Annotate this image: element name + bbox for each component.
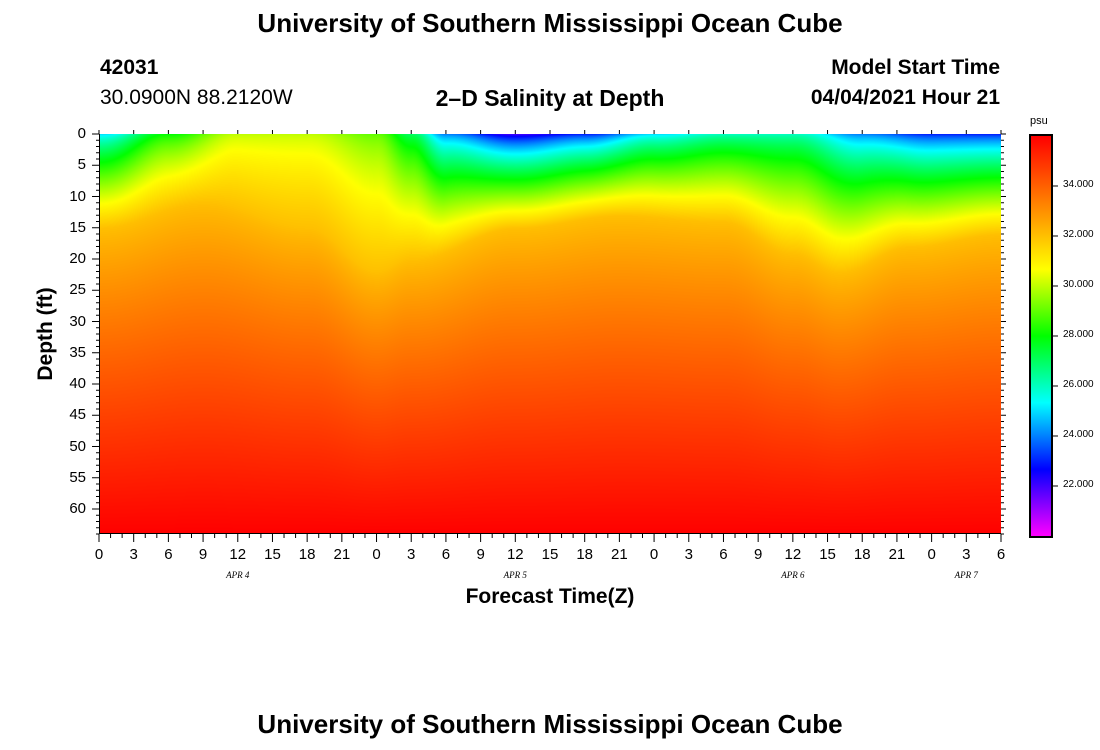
x-tick-label: 18 xyxy=(298,546,316,563)
y-tick-label: 30 xyxy=(69,312,86,330)
y-tick-label: 15 xyxy=(69,218,86,236)
y-tick-label: 0 xyxy=(77,125,86,142)
x-tick-label: 18 xyxy=(576,546,594,563)
x-tick-label: 18 xyxy=(853,546,871,563)
x-tick-label: 3 xyxy=(962,546,971,563)
day-label: APR 5 xyxy=(503,570,527,580)
x-tick-label: 0 xyxy=(372,546,381,563)
colorbar-tick-label: 22.000 xyxy=(1063,479,1094,490)
x-tick-label: 0 xyxy=(94,546,104,563)
model-start-time: 04/04/2021 Hour 21 xyxy=(810,86,1000,109)
x-axis-title: Forecast Time(Z) xyxy=(465,585,635,608)
colorbar-tick-label: 30.000 xyxy=(1063,279,1094,290)
x-tick-label: 6 xyxy=(441,546,451,563)
y-tick-label: 5 xyxy=(77,156,86,174)
y-tick-label: 40 xyxy=(69,375,86,392)
salinity-heatmap xyxy=(99,134,1001,534)
colorbar-tick-label: 32.000 xyxy=(1063,229,1094,240)
y-tick-label: 60 xyxy=(69,500,86,517)
page-title: University of Southern Mississippi Ocean… xyxy=(257,8,843,38)
colorbar-tick-label: 24.000 xyxy=(1063,429,1094,440)
model-start-label: Model Start Time xyxy=(831,56,1000,79)
x-tick-label: 9 xyxy=(753,546,763,563)
y-tick-label: 10 xyxy=(69,187,86,205)
colorbar-unit: psu xyxy=(1030,115,1048,127)
x-tick-label: 15 xyxy=(264,546,281,563)
x-tick-label: 12 xyxy=(506,546,524,563)
x-tick-label: 6 xyxy=(164,546,173,563)
day-label: APR 7 xyxy=(954,570,978,580)
plot-title: 2–D Salinity at Depth xyxy=(435,85,665,111)
x-tick-label: 3 xyxy=(129,546,138,563)
y-tick-label: 25 xyxy=(69,281,86,299)
x-tick-label: 9 xyxy=(476,546,485,563)
x-tick-label: 9 xyxy=(198,546,208,563)
x-tick-label: 0 xyxy=(927,546,936,563)
colorbar xyxy=(1029,134,1053,538)
y-tick-label: 55 xyxy=(69,468,86,486)
x-tick-label: 3 xyxy=(684,546,693,563)
y-tick-label: 45 xyxy=(69,406,86,424)
day-label: APR 6 xyxy=(781,570,805,580)
x-tick-label: 3 xyxy=(407,546,416,563)
x-tick-label: 6 xyxy=(719,546,728,563)
colorbar-tick-label: 26.000 xyxy=(1063,379,1094,390)
x-tick-label: 21 xyxy=(888,546,906,563)
x-tick-label: 0 xyxy=(649,546,659,563)
footer-title: University of Southern Mississippi Ocean… xyxy=(257,709,843,739)
station-location: 30.0900N 88.2120W xyxy=(100,86,293,109)
colorbar-tick-label: 28.000 xyxy=(1063,329,1094,340)
x-tick-label: 6 xyxy=(996,546,1006,563)
x-tick-label: 15 xyxy=(541,546,559,563)
x-tick-label: 15 xyxy=(819,546,836,563)
y-axis-title: Depth (ft) xyxy=(34,287,57,381)
x-tick-label: 21 xyxy=(333,546,351,563)
y-tick-label: 20 xyxy=(69,250,86,267)
station-id: 42031 xyxy=(100,56,159,79)
day-label: APR 4 xyxy=(226,570,250,580)
colorbar-tick-label: 34.000 xyxy=(1063,179,1094,190)
y-tick-label: 50 xyxy=(69,437,86,455)
y-tick-label: 35 xyxy=(69,343,86,361)
x-tick-label: 21 xyxy=(611,546,628,563)
x-tick-label: 12 xyxy=(229,546,247,563)
x-tick-label: 12 xyxy=(784,546,802,563)
heatmap-canvas xyxy=(99,134,1001,534)
